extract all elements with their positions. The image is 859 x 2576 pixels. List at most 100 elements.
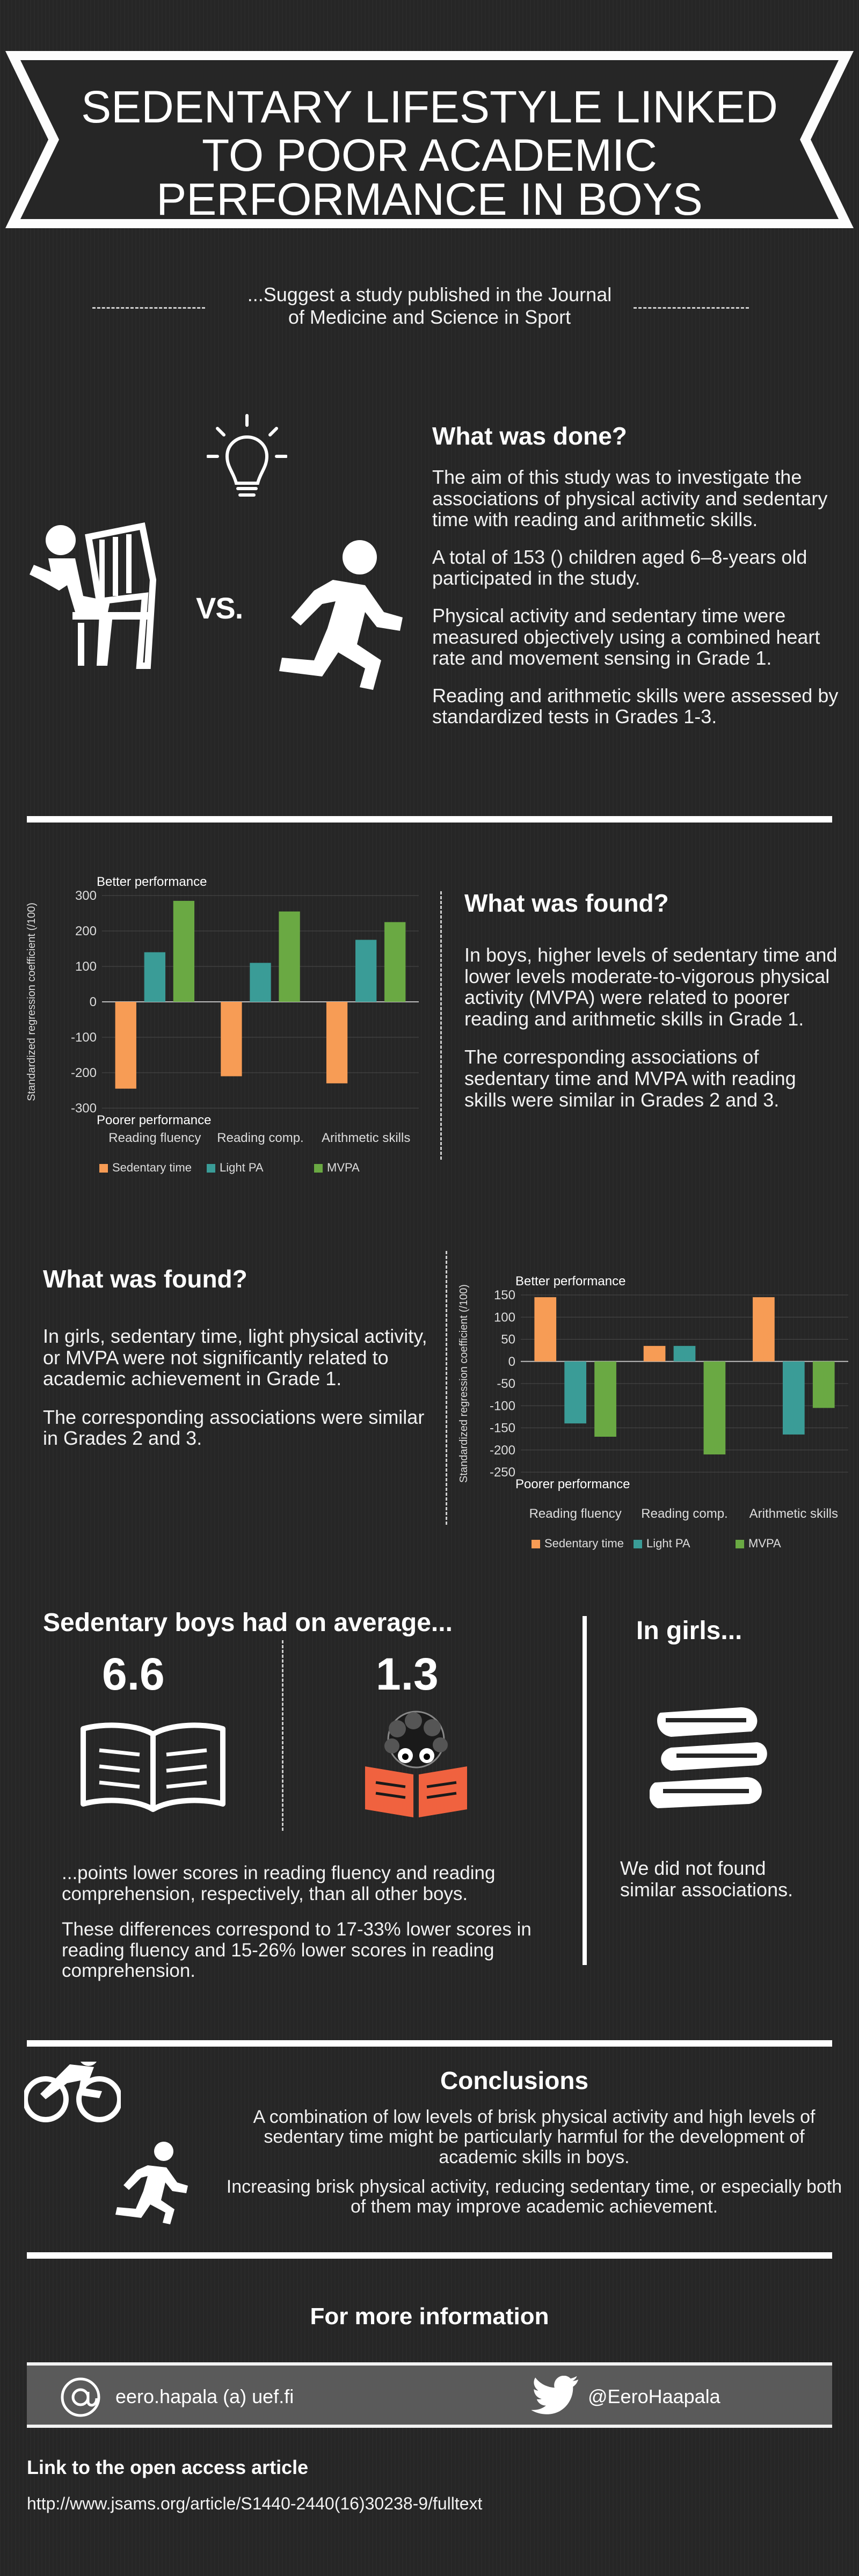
y-tick-label: 50 — [501, 1333, 515, 1347]
twitter-handle[interactable]: @EeroHaapala — [588, 2385, 720, 2407]
bar-light-pa — [783, 1361, 805, 1435]
category-label: Arithmetic skills — [749, 1507, 838, 1521]
category-label: Arithmetic skills — [322, 1131, 410, 1145]
y-tick-label: -200 — [490, 1443, 515, 1458]
bar-light-pa — [144, 952, 165, 1002]
boys-bar-chart: 300 200 100 0 -100 -200 -300 Standardized regre… — [26, 875, 419, 1174]
email-address[interactable]: eero.hapala (a) uef.fi — [115, 2385, 294, 2407]
comprehension-value: 1.3 — [376, 1649, 439, 1699]
y-tick-label: -300 — [71, 1101, 97, 1116]
category-label: Reading fluency — [108, 1131, 201, 1145]
reading-value: 6.6 — [102, 1649, 165, 1699]
done-paragraph-2: A total of 153 () children aged 6–8-year… — [432, 545, 807, 590]
section-divider-2 — [27, 2040, 832, 2047]
legend-swatch — [314, 1164, 323, 1173]
bar-mvpa — [384, 922, 406, 1002]
title-line-2: TO POOR ACADEMIC — [202, 130, 657, 180]
bar-mvpa — [173, 900, 195, 1002]
at-sign-icon — [61, 2377, 100, 2417]
y-axis-label: Standardized regression coefficient (/10… — [26, 903, 38, 1101]
legend-swatch — [99, 1164, 108, 1173]
poorer-performance-note: Poorer performance — [515, 1477, 630, 1491]
lightbulb-icon — [207, 414, 287, 497]
legend-label: MVPA — [327, 1161, 360, 1174]
bar-sedentary-time — [221, 1002, 242, 1076]
legend-swatch — [207, 1164, 215, 1173]
girls-bar-chart: 150 100 50 0 -50 -100 -150 -200 -250 Standardized… — [458, 1274, 848, 1550]
conclusions-paragraph-2: Increasing brisk physical activity, redu… — [226, 2177, 842, 2217]
article-url[interactable]: http://www.jsams.org/article/S1440-2440(… — [27, 2494, 483, 2513]
y-tick-label: 150 — [494, 1288, 515, 1302]
girls-divider — [583, 1616, 587, 1965]
title-banner: SEDENTARY LIFESTYLE LINKED TO POOR ACADE… — [5, 51, 854, 228]
vs-label: VS. — [196, 591, 243, 625]
bar-light-pa — [564, 1361, 586, 1424]
found-girls-paragraph-2: The corresponding associations were simi… — [43, 1406, 425, 1450]
boys-average-heading: Sedentary boys had on average... — [43, 1609, 453, 1637]
bar-mvpa — [279, 911, 300, 1002]
link-heading: Link to the open access article — [27, 2456, 309, 2478]
bar-mvpa — [594, 1361, 616, 1437]
legend-swatch — [736, 1540, 744, 1548]
chart1-divider — [440, 891, 442, 1160]
reading-person-icon — [365, 1711, 467, 1817]
subtitle-divider-left — [92, 307, 205, 309]
found-boys-section: What was found? In boys, higher levels o… — [464, 889, 840, 1110]
category-label: Reading comp. — [641, 1507, 727, 1521]
found-boys-paragraph-2: The corresponding associations of sedent… — [464, 1046, 796, 1111]
y-tick-label: -250 — [490, 1465, 515, 1480]
found-girls-section: What was found? In girls, sedentary time… — [43, 1264, 430, 1449]
found-boys-heading: What was found? — [464, 889, 669, 917]
bar-sedentary-time — [643, 1345, 666, 1362]
cyclist-icon — [24, 2062, 121, 2122]
y-tick-label: -150 — [490, 1421, 515, 1436]
section-divider-1 — [27, 816, 832, 823]
better-performance-note: Better performance — [97, 875, 207, 889]
stats-dash-divider — [282, 1640, 283, 1831]
y-tick-label: 100 — [494, 1310, 515, 1325]
done-paragraph-1: The aim of this study was to investigate… — [432, 466, 828, 531]
girls-heading: In girls... — [636, 1617, 742, 1645]
y-tick-label: 200 — [75, 924, 97, 938]
bar-light-pa — [250, 963, 271, 1002]
bar-sedentary-time — [115, 1002, 136, 1089]
chart2-divider — [446, 1251, 447, 1525]
y-tick-label: -200 — [71, 1066, 97, 1080]
subtitle: ...Suggest a study published in the Jour… — [247, 283, 612, 328]
stats-caption-2: These differences correspond to 17-33% l… — [62, 1919, 532, 1981]
y-tick-label: 0 — [508, 1355, 515, 1369]
sitting-chair-icon — [30, 522, 157, 669]
bar-mvpa — [812, 1361, 835, 1408]
contact-bar — [27, 2362, 832, 2428]
legend-label: Sedentary time — [544, 1537, 624, 1550]
conclusions-heading: Conclusions — [440, 2066, 589, 2094]
runner-icon — [115, 2142, 188, 2224]
found-boys-paragraph-1: In boys, higher levels of sedentary time… — [464, 944, 838, 1030]
done-section: What was done? The aim of this study was… — [432, 421, 840, 727]
found-girls-heading: What was found? — [43, 1265, 247, 1293]
title-line-3: PERFORMANCE IN BOYS — [156, 174, 702, 224]
y-tick-label: -100 — [71, 1030, 97, 1045]
category-label: Reading fluency — [529, 1507, 622, 1521]
girls-text: We did not found similar associations. — [620, 1857, 794, 1901]
category-label: Reading comp. — [217, 1131, 303, 1145]
legend-label: MVPA — [748, 1537, 781, 1550]
more-info-heading: For more information — [310, 2303, 549, 2330]
found-girls-paragraph-1: In girls, sedentary time, light physical… — [43, 1325, 427, 1390]
legend-label: Light PA — [646, 1537, 690, 1550]
book-stack-icon — [650, 1707, 767, 1808]
running-person-icon — [279, 540, 403, 690]
legend-label: Light PA — [220, 1161, 264, 1174]
bar-mvpa — [703, 1361, 726, 1454]
bar-light-pa — [673, 1345, 696, 1362]
y-tick-label: -50 — [497, 1377, 515, 1391]
done-heading: What was done? — [432, 422, 627, 450]
open-book-icon — [81, 1722, 225, 1812]
bar-light-pa — [355, 940, 377, 1002]
done-paragraph-3: Physical activity and sedentary time wer… — [432, 604, 820, 670]
legend-swatch — [634, 1540, 642, 1548]
bar-sedentary-time — [534, 1297, 557, 1362]
legend-swatch — [532, 1540, 540, 1548]
y-tick-label: -100 — [490, 1399, 515, 1413]
y-tick-label: 100 — [75, 959, 97, 974]
